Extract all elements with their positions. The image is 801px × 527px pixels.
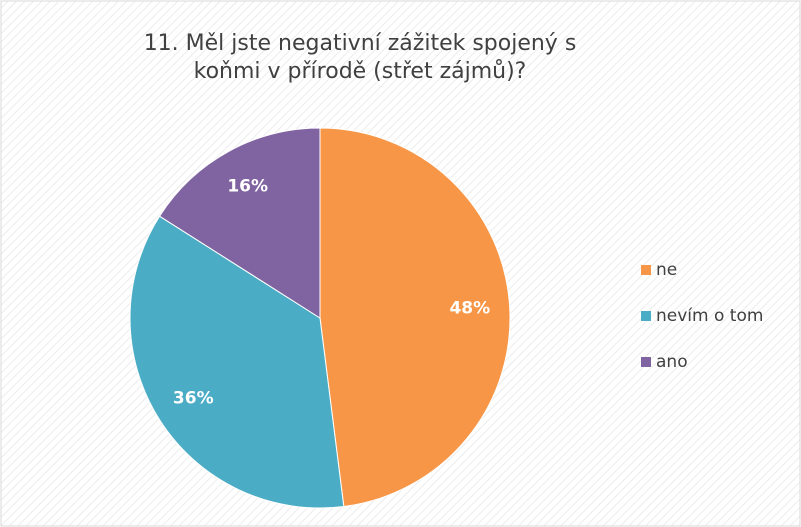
data-label: 36%	[173, 388, 214, 408]
pie-slice	[158, 127, 321, 319]
legend-swatch	[641, 311, 651, 321]
pie-slice	[129, 215, 345, 509]
legend-swatch	[641, 357, 651, 367]
chart-title: 11. Měl jste negativní zážitek spojený s…	[143, 31, 577, 84]
legend-label: nevím o tom	[656, 306, 763, 326]
data-label: 16%	[227, 176, 268, 196]
legend-label: ano	[656, 352, 688, 372]
data-label: 48%	[449, 299, 490, 319]
pie-slice	[319, 127, 511, 508]
legend-swatch	[641, 265, 651, 275]
legend-label: ne	[656, 260, 677, 280]
